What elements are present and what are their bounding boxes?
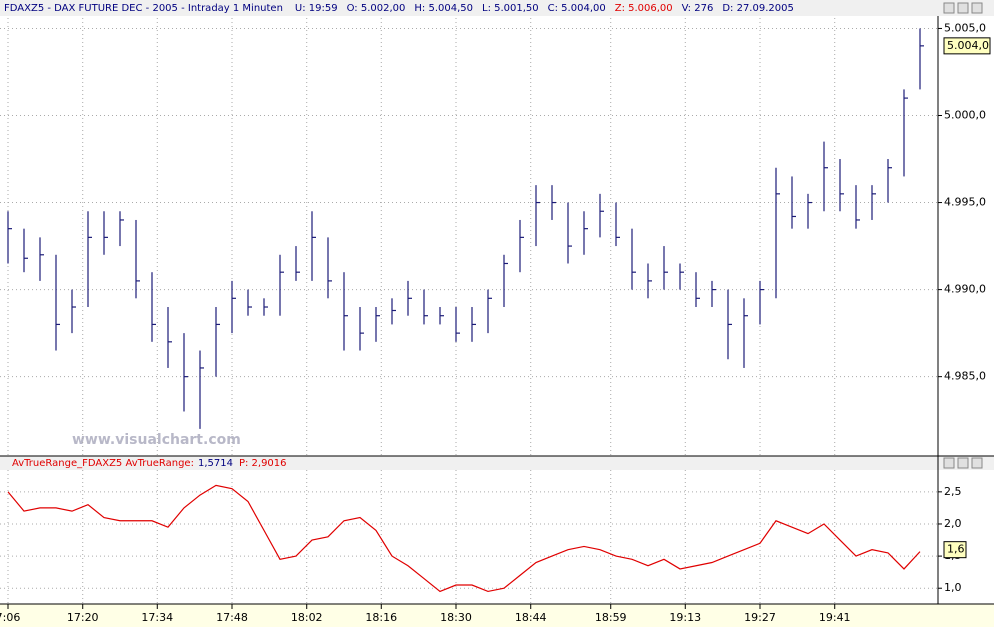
info-text: V: 276 xyxy=(682,3,714,14)
window-buttons[interactable] xyxy=(943,2,983,469)
x-tick-label: 17:34 xyxy=(141,611,173,624)
y-tick-label: 5.000,0 xyxy=(944,108,986,121)
close-button[interactable] xyxy=(971,2,983,14)
lower-header xyxy=(0,456,994,470)
chart-title: FDAXZ5 - DAX FUTURE DEC - 2005 - Intrada… xyxy=(4,3,283,14)
info-text: D: 27.09.2005 xyxy=(722,3,794,14)
x-tick-label: 18:44 xyxy=(515,611,547,624)
x-tick-label: 19:27 xyxy=(744,611,776,624)
info-text: U: 19:59 xyxy=(295,3,338,14)
indicator-line xyxy=(7,484,921,593)
time-axis-bg xyxy=(0,604,994,627)
maximize-button[interactable] xyxy=(957,2,969,14)
x-tick-label: 18:02 xyxy=(291,611,323,624)
x-tick-label: 18:59 xyxy=(595,611,627,624)
y-tick-label: 4.990,0 xyxy=(944,283,986,296)
close-button[interactable] xyxy=(971,457,983,469)
indicator-title: AvTrueRange_FDAXZ5 AvTrueRange: xyxy=(12,458,194,469)
last-value-label: 5.004,0 xyxy=(947,39,989,52)
y-tick-label: 5.005,0 xyxy=(944,21,986,34)
y-tick-label: 4.995,0 xyxy=(944,196,986,209)
x-tick-label: 17:20 xyxy=(67,611,99,624)
indicator-previous: P: 2,9016 xyxy=(239,458,287,469)
last-value-box xyxy=(943,37,991,55)
info-text: L: 5.001,50 xyxy=(482,3,539,14)
watermark: www.visualchart.com xyxy=(72,432,241,448)
y-tick-label: 2,0 xyxy=(944,517,962,530)
minimize-button[interactable] xyxy=(943,2,955,14)
info-text: Z: 5.006,00 xyxy=(615,3,673,14)
y-tick-label: 4.985,0 xyxy=(944,370,986,383)
last-value-box xyxy=(943,541,967,559)
x-tick-label: 19:13 xyxy=(669,611,701,624)
x-tick-label: 7:06 xyxy=(0,611,20,624)
x-tick-label: 18:30 xyxy=(440,611,472,624)
x-tick-label: 18:16 xyxy=(365,611,397,624)
info-text: O: 5.002,00 xyxy=(347,3,406,14)
x-tick-label: 19:41 xyxy=(819,611,851,624)
maximize-button[interactable] xyxy=(957,457,969,469)
info-text: H: 5.004,50 xyxy=(414,3,473,14)
y-tick-label: 2,5 xyxy=(944,485,962,498)
top-header xyxy=(0,0,994,16)
x-tick-label: 17:48 xyxy=(216,611,248,624)
last-value-label: 1,6 xyxy=(947,543,965,556)
info-text: C: 5.004,00 xyxy=(548,3,606,14)
y-tick-label: 1,0 xyxy=(944,581,962,594)
minimize-button[interactable] xyxy=(943,457,955,469)
indicator-current: 1,5714 xyxy=(198,458,233,469)
